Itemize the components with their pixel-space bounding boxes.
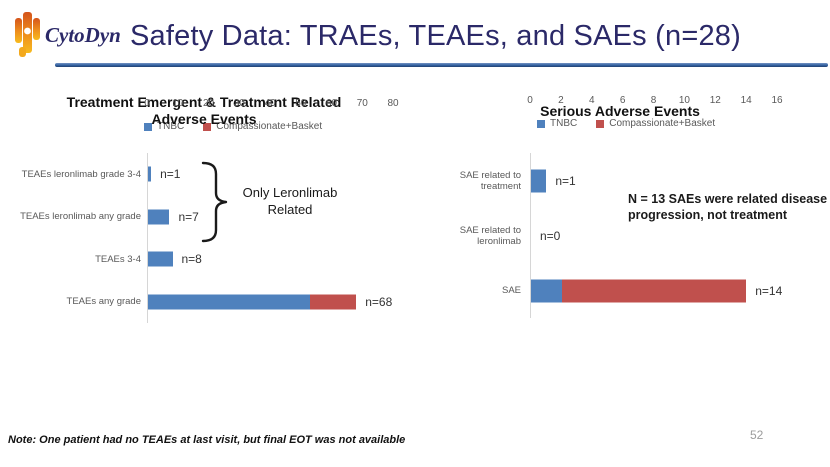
bar <box>148 209 393 225</box>
category-label: SAE <box>501 285 521 296</box>
legend-swatch-icon <box>203 122 212 131</box>
category-label: TEAEs leronlimab any grade <box>20 211 141 223</box>
brace-annotation-line: Only Leronlimab <box>242 185 338 200</box>
x-tick-label: 12 <box>709 95 721 106</box>
bar <box>148 166 393 182</box>
cytodyn-logo: CytoDyn <box>12 11 121 59</box>
x-tick-label: 50 <box>295 98 307 109</box>
chart-legend: TNBC Compassionate+Basket <box>144 121 400 132</box>
bar-segment-tnbc <box>148 294 311 310</box>
legend-item: TNBC <box>537 118 577 129</box>
bar <box>148 251 393 267</box>
bar-value-label: n=0 <box>540 228 561 243</box>
legend-label: TNBC <box>157 121 185 132</box>
bar-value-label: n=7 <box>178 209 199 224</box>
bar-value-label: n=68 <box>365 294 393 309</box>
chart-row: SAE related to treatment n=1 <box>420 153 820 208</box>
bar-track: n=1 <box>147 153 393 196</box>
chart-row: TEAEs any grade n=68 <box>8 280 400 323</box>
category-label: SAE related to treatment <box>459 169 521 192</box>
x-tick-label: 6 <box>619 95 626 106</box>
legend-label: TNBC <box>550 118 578 129</box>
legend-swatch-icon <box>144 122 152 131</box>
legend-label: Compassionate+Basket <box>609 118 716 129</box>
chart-row: TEAEs leronlimab grade 3-4 n=1 <box>8 153 400 196</box>
bar-plot: TEAEs leronlimab grade 3-4 n=1 TEAEs leron… <box>8 153 400 323</box>
bar-track: n=7 <box>147 195 393 238</box>
legend-swatch-icon <box>537 119 545 128</box>
sae-annotation: N = 13 SAEs were related disease progres… <box>628 192 828 222</box>
x-tick-label: 60 <box>325 98 338 109</box>
x-tick-label: 0 <box>527 95 533 106</box>
bar-track: n=8 <box>147 238 393 281</box>
x-tick-label: 20 <box>202 98 215 109</box>
x-tick-label: 30 <box>233 98 245 109</box>
bar-plot: SAE related to treatment n=1 SAE related t… <box>420 153 820 318</box>
bar <box>148 294 393 310</box>
chart-row: TEAEs 3-4 n=8 <box>8 238 400 281</box>
category-label: TEAEs any grade <box>66 296 141 308</box>
bar <box>531 169 777 192</box>
x-tick-label: 14 <box>740 95 752 106</box>
x-tick-label: 70 <box>356 98 368 109</box>
legend-item: TNBC <box>144 121 184 132</box>
x-tick-label: 80 <box>387 98 399 109</box>
header-divider <box>55 63 828 67</box>
bar-value-label: n=8 <box>181 252 202 267</box>
legend-label: Compassionate+Basket <box>216 121 323 132</box>
brace-annotation: Only Leronlimab Related <box>234 184 346 218</box>
category-label: SAE related to leronlimab <box>459 224 521 247</box>
bar-segment-compassionate-basket <box>561 279 747 302</box>
sae-chart: Serious Adverse Events SAE related to tr… <box>420 90 827 380</box>
x-tick-label: 10 <box>172 98 184 109</box>
bar-track: n=14 <box>530 263 782 318</box>
x-tick-label: 16 <box>771 95 783 106</box>
x-tick-label: 0 <box>144 98 150 109</box>
brace-annotation-line: Related <box>267 202 313 217</box>
bar-segment-tnbc <box>531 279 562 302</box>
legend-item: Compassionate+Basket <box>596 118 715 129</box>
bar-segment-tnbc <box>531 169 547 192</box>
legend-swatch-icon <box>596 119 605 128</box>
category-label: TEAEs 3-4 <box>95 253 141 265</box>
x-tick-label: 4 <box>588 95 595 106</box>
bar-track: n=68 <box>147 280 393 323</box>
chart-legend: TNBC Compassionate+Basket <box>537 118 820 129</box>
category-label: TEAEs leronlimab grade 3-4 <box>21 168 141 180</box>
chart-title: Treatment Emergent & Treatment Related A… <box>8 94 400 128</box>
x-axis: 0 10 20 30 40 50 60 70 80 <box>144 98 398 112</box>
chart-title-line: Serious Adverse Events <box>540 103 700 119</box>
x-axis: 0 2 4 6 8 10 12 14 16 <box>527 95 782 109</box>
x-tick-label: 2 <box>558 95 564 106</box>
cytodyn-logo-icon <box>15 12 40 57</box>
chart-row: SAE related to leronlimab n=0 <box>420 208 820 263</box>
slide-title: Safety Data: TRAEs, TEAEs, and SAEs (n=2… <box>130 20 741 52</box>
bar-segment-tnbc <box>148 251 173 267</box>
page-number: 52 <box>750 428 764 442</box>
bar-segment-tnbc <box>148 209 170 225</box>
bar-segment-tnbc <box>148 166 152 182</box>
x-tick-label: 10 <box>678 95 690 106</box>
logo-text: CytoDyn <box>45 22 121 47</box>
bar-track: n=1 <box>530 153 777 208</box>
chart-row: TEAEs leronlimab any grade n=7 <box>8 195 400 238</box>
legend-item: Compassionate+Basket <box>203 121 322 132</box>
bar-track: n=0 <box>530 208 777 263</box>
bar-segment-compassionate-basket <box>310 294 357 310</box>
teae-chart: Treatment Emergent & Treatment Related A… <box>8 90 400 380</box>
chart-title-line: Treatment Emergent & Treatment Related <box>66 94 342 110</box>
x-tick-label: 8 <box>650 95 657 106</box>
chart-row: SAE n=14 <box>420 263 820 318</box>
bar <box>531 279 777 302</box>
chart-title-line: Adverse Events <box>151 111 257 127</box>
x-tick-label: 40 <box>264 98 276 109</box>
bar-value-label: n=1 <box>160 167 181 182</box>
footnote: Note: One patient had no TEAEs at last v… <box>8 434 406 446</box>
curly-brace <box>201 161 228 243</box>
bar-value-label: n=1 <box>555 173 576 188</box>
bar-value-label: n=14 <box>755 283 783 298</box>
chart-title: Serious Adverse Events <box>420 103 820 120</box>
